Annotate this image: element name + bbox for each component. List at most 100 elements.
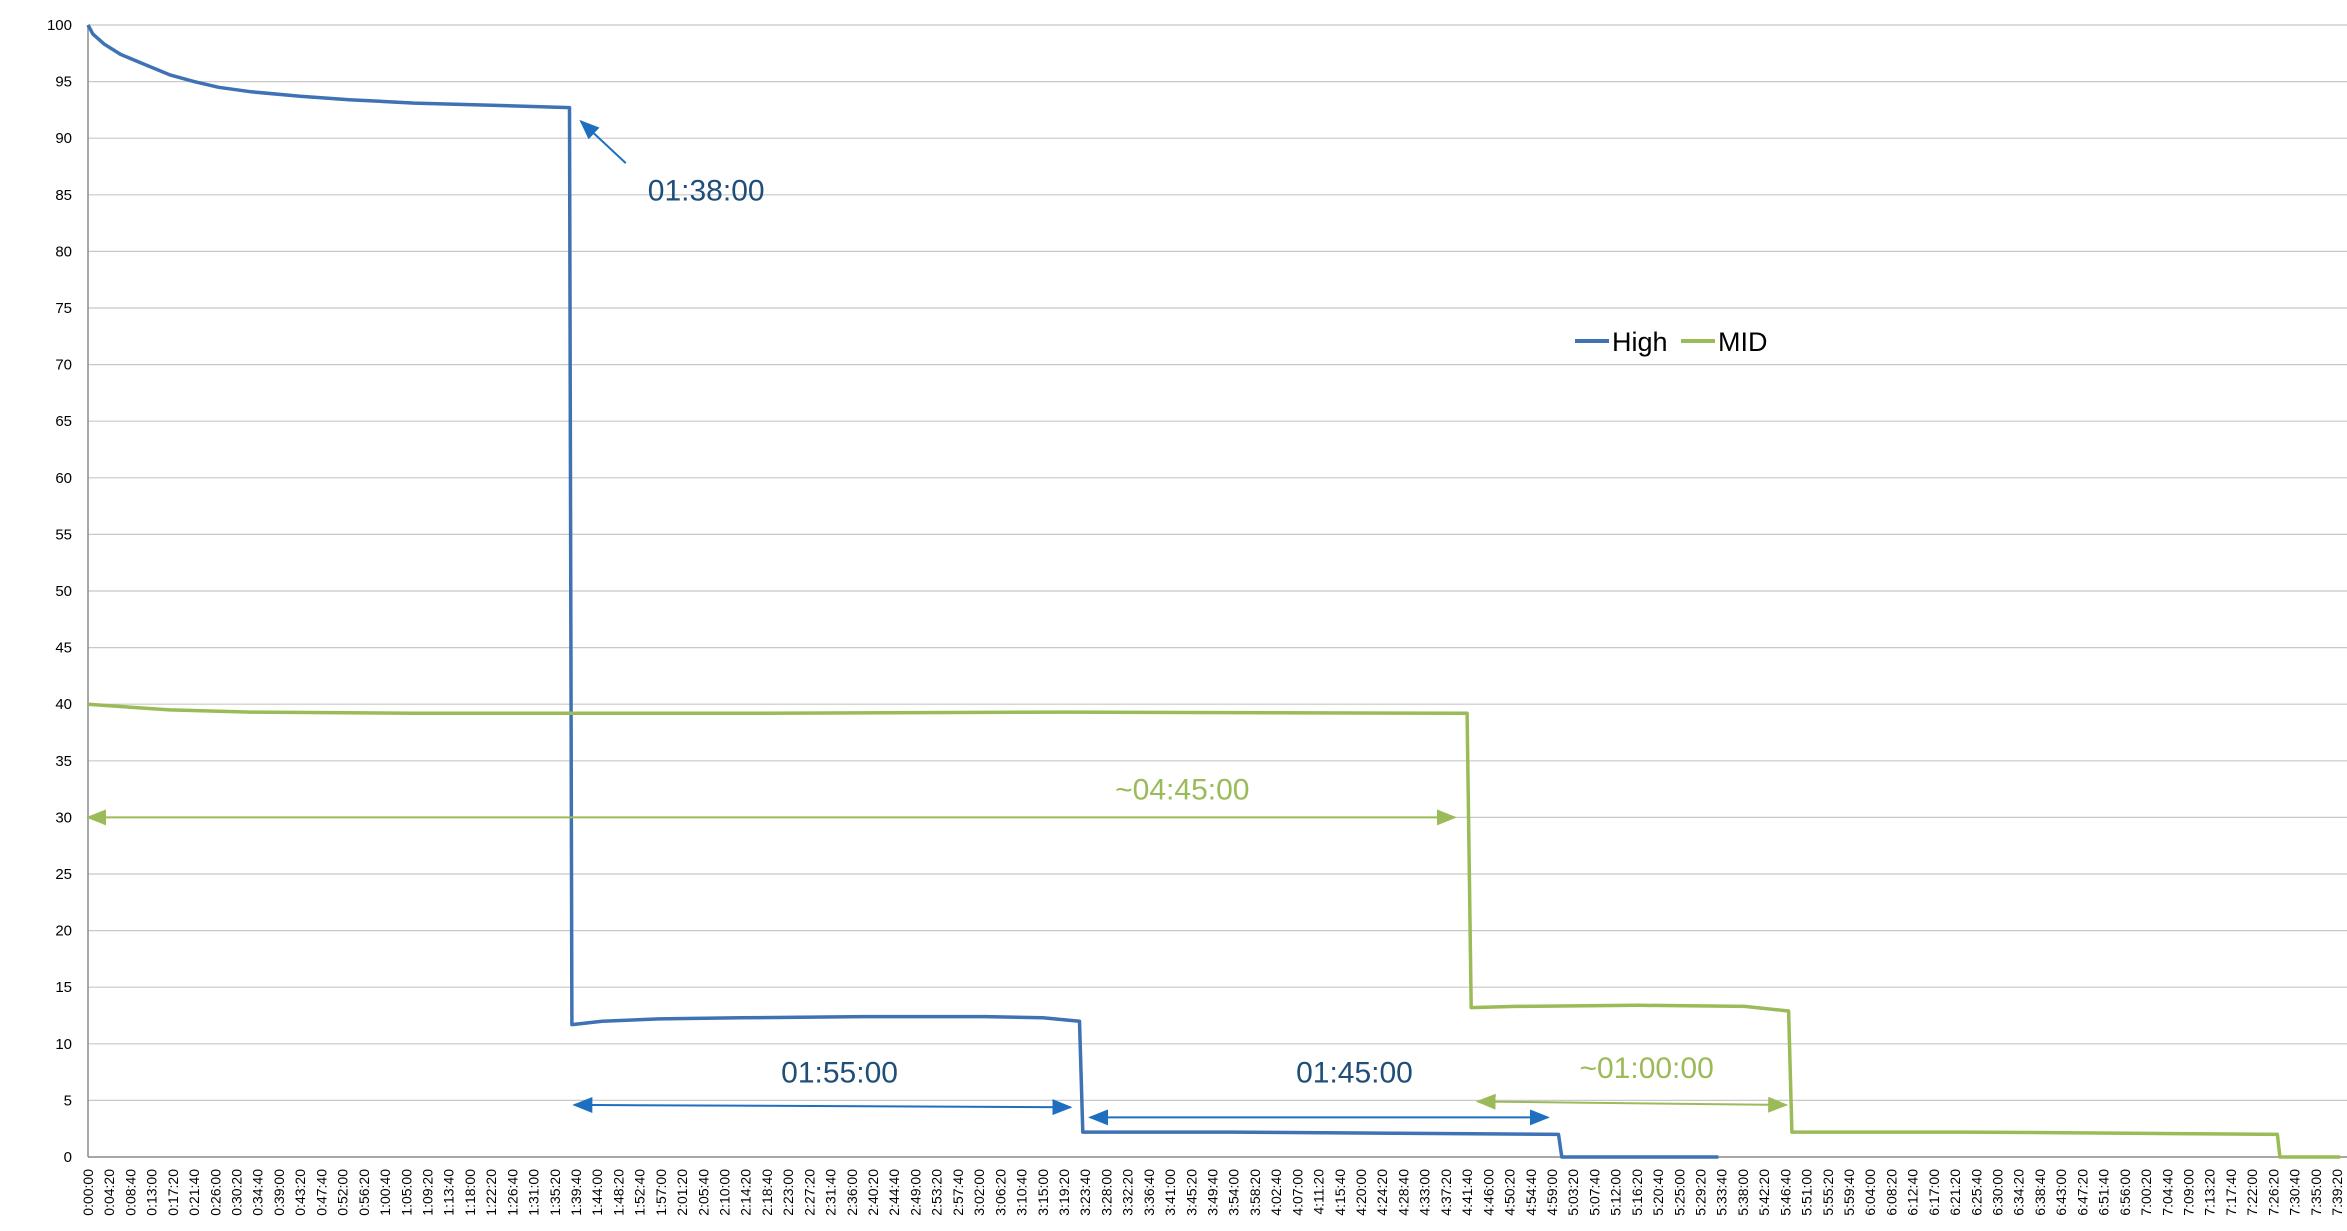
x-tick-label: 5:38:00 — [1735, 1169, 1751, 1216]
x-tick-label: 2:18:40 — [759, 1169, 775, 1216]
annotation-label: 01:55:00 — [781, 1056, 898, 1089]
x-tick-label: 1:00:40 — [377, 1169, 393, 1216]
x-tick-label: 3:15:00 — [1035, 1169, 1051, 1216]
annotations: 01:38:00 ~04:45:00 01:55:00 01:45:00 ~01:00:… — [86, 119, 1789, 1126]
annotation-arrow — [579, 119, 627, 164]
y-tick-label: 90 — [55, 130, 72, 147]
x-tick-label: 0:17:20 — [165, 1169, 181, 1216]
x-tick-label: 5:12:00 — [1608, 1169, 1624, 1216]
x-tick-label: 0:08:40 — [122, 1169, 138, 1216]
x-tick-label: 2:14:20 — [738, 1169, 754, 1216]
series-line-high — [86, 24, 1719, 1159]
x-tick-label: 2:31:40 — [823, 1169, 839, 1216]
x-tick-label: 1:13:40 — [441, 1169, 457, 1216]
x-tick-label: 4:50:20 — [1502, 1169, 1518, 1216]
y-tick-label: 10 — [55, 1036, 72, 1053]
y-tick-label: 80 — [55, 243, 72, 260]
x-tick-label: 1:35:20 — [547, 1169, 563, 1216]
x-tick-label: 5:51:00 — [1799, 1169, 1815, 1216]
x-tick-label: 4:11:20 — [1311, 1169, 1327, 1215]
x-tick-label: 6:25:40 — [1968, 1169, 1984, 1216]
x-tick-label: 5:29:20 — [1692, 1169, 1708, 1216]
x-tick-label: 5:55:20 — [1820, 1169, 1836, 1216]
x-tick-label: 1:39:40 — [568, 1169, 584, 1216]
x-tick-label: 2:49:00 — [907, 1169, 923, 1216]
y-tick-label: 30 — [55, 809, 72, 826]
x-tick-label: 5:25:00 — [1671, 1169, 1687, 1216]
x-tick-label: 7:09:00 — [2180, 1169, 2196, 1216]
y-tick-label: 40 — [55, 696, 72, 713]
x-tick-label: 6:47:20 — [2074, 1169, 2090, 1216]
x-tick-label: 4:15:40 — [1332, 1169, 1348, 1216]
x-tick-label: 3:58:20 — [1247, 1169, 1263, 1216]
x-tick-label: 6:17:00 — [1926, 1169, 1942, 1216]
annotation-label: ~04:45:00 — [1115, 773, 1249, 806]
x-tick-label: 6:04:00 — [1862, 1169, 1878, 1216]
y-tick-label: 60 — [55, 470, 72, 487]
x-tick-label: 0:52:00 — [335, 1169, 351, 1216]
y-tick-label: 75 — [55, 300, 72, 317]
x-tick-label: 6:34:20 — [2011, 1169, 2027, 1216]
x-tick-label: 1:44:00 — [589, 1169, 605, 1216]
x-tick-label: 1:18:00 — [462, 1169, 478, 1216]
x-tick-label: 1:05:00 — [398, 1169, 414, 1216]
x-tick-label: 2:10:00 — [717, 1169, 733, 1216]
x-tick-label: 3:54:00 — [1226, 1169, 1242, 1216]
x-tick-label: 3:32:20 — [1120, 1169, 1136, 1216]
y-tick-label: 25 — [55, 866, 72, 883]
x-tick-label: 2:53:20 — [929, 1169, 945, 1216]
series-line-mid — [87, 702, 2341, 1159]
y-tick-label: 70 — [55, 357, 72, 374]
x-tick-label: 1:09:20 — [419, 1169, 435, 1216]
x-tick-label: 3:41:00 — [1162, 1169, 1178, 1216]
x-tick-label: 6:12:40 — [1905, 1169, 1921, 1216]
x-tick-label: 6:21:20 — [1947, 1169, 1963, 1216]
x-tick-label: 7:26:20 — [2265, 1169, 2281, 1216]
x-tick-label: 3:19:20 — [1056, 1169, 1072, 1216]
x-tick-label: 0:30:20 — [229, 1169, 245, 1216]
y-axis: 0 5 10 15 20 25 30 35 40 45 50 55 60 65 70 75 80 85 90 95 10… — [47, 17, 89, 1166]
annotation-label: 01:45:00 — [1296, 1056, 1413, 1089]
x-tick-label: 5:07:40 — [1586, 1169, 1602, 1216]
x-tick-label: 3:28:00 — [1098, 1169, 1114, 1216]
x-tick-label: 1:52:40 — [632, 1169, 648, 1216]
x-tick-label: 4:37:20 — [1438, 1169, 1454, 1216]
y-tick-label: 65 — [55, 413, 72, 430]
x-tick-label: 0:47:40 — [313, 1169, 329, 1216]
x-tick-label: 7:22:00 — [2244, 1169, 2260, 1216]
x-tick-label: 0:04:20 — [101, 1169, 117, 1216]
x-axis: 0:00:00 0:04:20 0:08:40 0:13:00 0:17:20 0:21:… — [80, 1169, 2345, 1216]
x-tick-label: 5:46:40 — [1777, 1169, 1793, 1216]
x-tick-label: 6:08:20 — [1883, 1169, 1899, 1216]
x-tick-label: 4:54:40 — [1523, 1169, 1539, 1216]
x-tick-label: 0:56:20 — [356, 1169, 372, 1216]
x-tick-label: 5:20:40 — [1650, 1169, 1666, 1216]
y-tick-label: 45 — [55, 640, 72, 657]
x-tick-label: 4:02:40 — [1268, 1169, 1284, 1216]
series-lines — [86, 24, 2341, 1159]
legend-label-high: High — [1612, 327, 1668, 357]
x-tick-label: 2:27:20 — [801, 1169, 817, 1216]
x-tick-label: 3:23:40 — [1077, 1169, 1093, 1216]
x-tick-label: 3:06:20 — [992, 1169, 1008, 1216]
x-tick-label: 6:43:00 — [2053, 1169, 2069, 1216]
y-tick-label: 100 — [47, 17, 72, 34]
y-tick-label: 55 — [55, 526, 72, 543]
y-tick-label: 95 — [55, 74, 72, 91]
x-tick-label: 3:10:40 — [1014, 1169, 1030, 1216]
x-tick-label: 4:41:40 — [1459, 1169, 1475, 1216]
x-tick-label: 3:36:40 — [1141, 1169, 1157, 1216]
x-tick-label: 0:26:00 — [207, 1169, 223, 1216]
y-tick-label: 20 — [55, 923, 72, 940]
x-tick-label: 0:34:40 — [250, 1169, 266, 1216]
annotation-arrow — [572, 1097, 1073, 1116]
x-tick-label: 7:30:40 — [2287, 1169, 2303, 1216]
x-tick-label: 5:16:20 — [1629, 1169, 1645, 1216]
legend-label-mid: MID — [1718, 327, 1768, 357]
x-tick-label: 2:23:00 — [780, 1169, 796, 1216]
x-tick-label: 2:44:40 — [886, 1169, 902, 1216]
x-tick-label: 4:33:00 — [1417, 1169, 1433, 1216]
x-tick-label: 0:43:20 — [292, 1169, 308, 1216]
x-tick-label: 0:13:00 — [144, 1169, 160, 1216]
